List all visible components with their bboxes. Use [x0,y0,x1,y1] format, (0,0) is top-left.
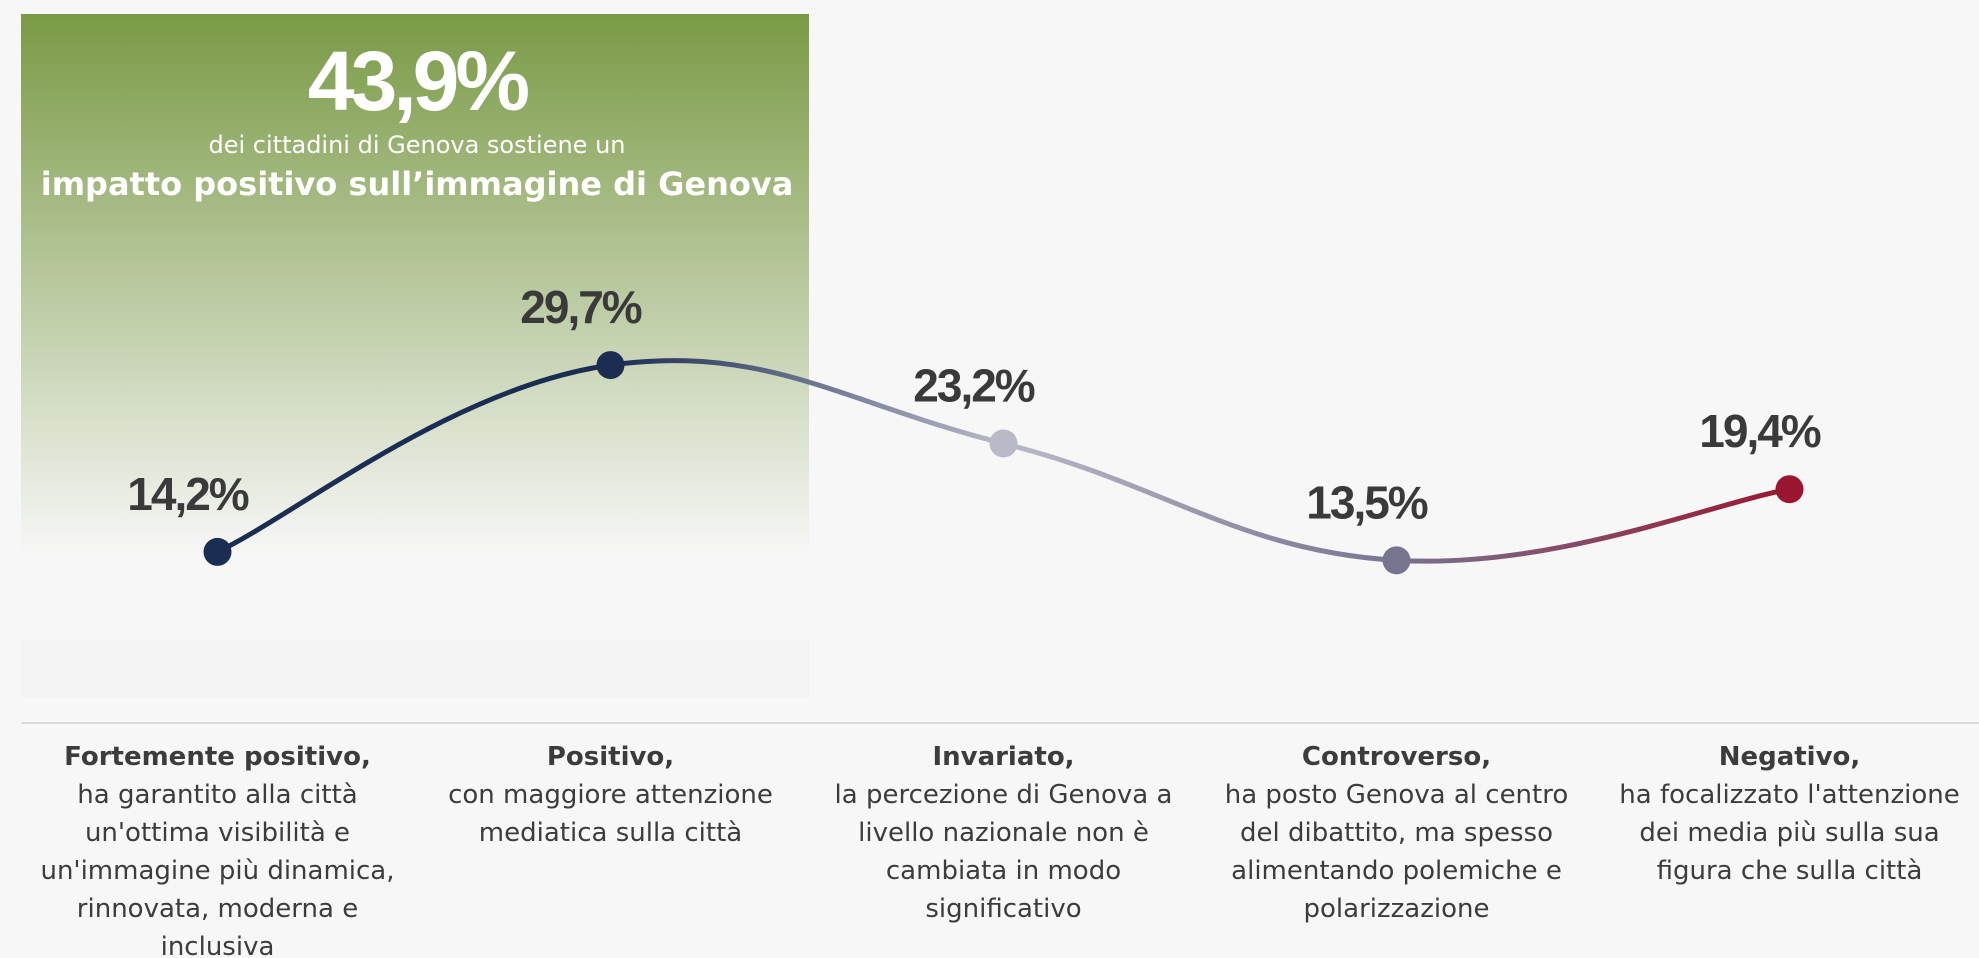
category-label: Controverso, ha posto Genova al centro de… [1207,738,1587,928]
highlight-value: 43,9% [308,34,528,128]
category-label: Positivo, con maggiore attenzione mediati… [421,738,801,852]
category-label: Invariato, la percezione di Genova a live… [814,738,1194,928]
category-name: Controverso, [1301,742,1492,772]
category-name: Invariato, [932,742,1075,772]
point [1775,475,1804,504]
category-description: la percezione di Genova a livello nazion… [834,780,1173,924]
category-name: Positivo, [546,742,675,772]
point [1382,546,1411,575]
highlight-box [21,14,809,555]
category-description: ha garantito alla città un'ottima visibi… [40,780,395,958]
point [596,351,625,380]
category-description: ha focalizzato l'attenzione dei media pi… [1619,780,1960,886]
point [203,537,232,566]
value-label: 14,2% [127,468,249,520]
value-label: 19,4% [1699,405,1821,457]
highlight-emphasis: impatto positivo sull’immagine di Genova [41,165,794,203]
value-label: 23,2% [913,359,1035,411]
highlight-box-footer [21,640,809,698]
value-label: 13,5% [1306,476,1428,528]
category-label: Fortemente positivo, ha garantito alla ci… [28,738,408,958]
category-description: ha posto Genova al centro del dibattito,… [1224,780,1569,924]
value-label: 29,7% [520,281,642,333]
point [989,429,1018,458]
category-name: Negativo, [1718,742,1861,772]
highlight-text: dei cittadini di Genova sostiene un [209,131,626,159]
category-name: Fortemente positivo, [64,742,371,772]
category-label: Negativo, ha focalizzato l'attenzione dei… [1600,738,1979,890]
category-description: con maggiore attenzione mediatica sulla … [448,780,773,848]
